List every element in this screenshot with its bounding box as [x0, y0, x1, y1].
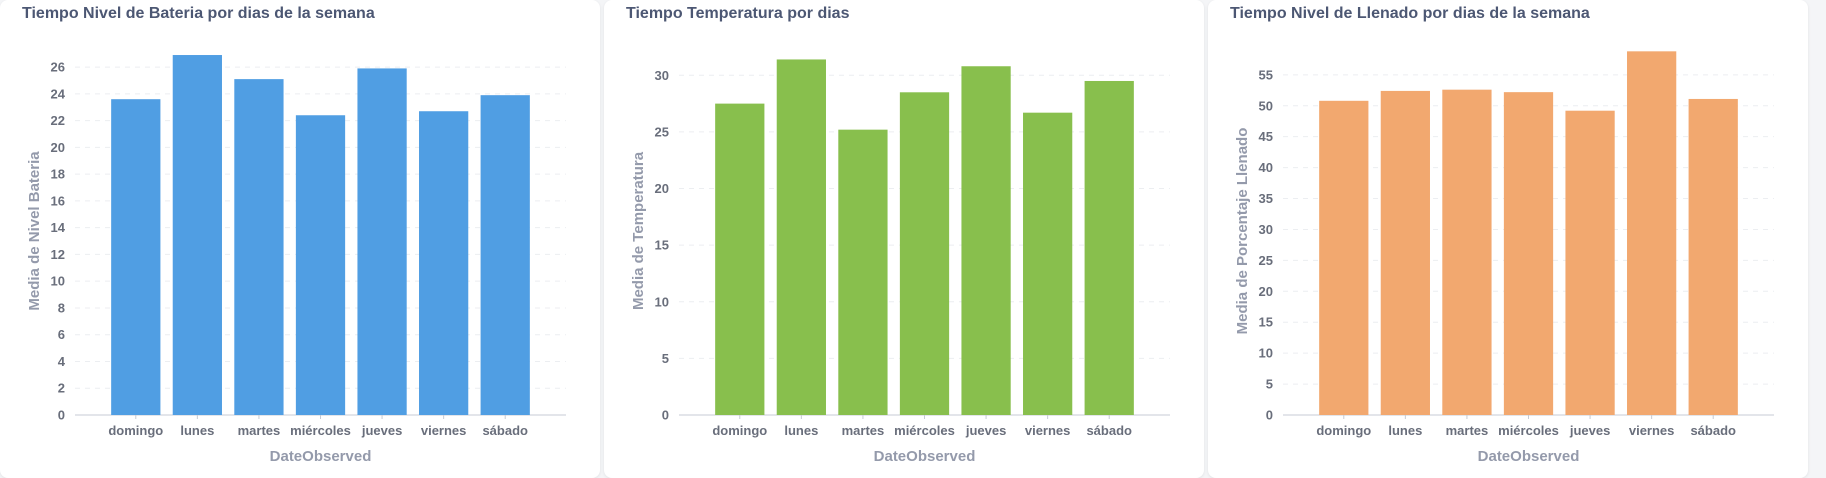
x-tick-label: domingo	[1316, 423, 1371, 438]
bar-jueves[interactable]	[1565, 110, 1615, 416]
x-tick-label: miércoles	[1498, 423, 1559, 438]
bar-viernes[interactable]	[419, 111, 469, 415]
y-tick-label: 10	[51, 274, 65, 289]
x-tick-label: martes	[238, 423, 281, 438]
bar-sábado[interactable]	[1084, 80, 1134, 415]
x-axis-title: DateObserved	[1478, 448, 1580, 465]
chart-title[interactable]: Tiempo Temperatura por dias	[626, 5, 850, 22]
bar-chart-llenado: 0 5 10 15 20 25 30 35 40 45 50 55 domingo lunes martes…	[1234, 51, 1774, 465]
y-tick-label: 10	[655, 294, 669, 309]
y-tick-label: 25	[1259, 253, 1273, 268]
bar-sábado[interactable]	[1688, 98, 1738, 415]
x-tick-label: miércoles	[894, 423, 955, 438]
x-tick-label: viernes	[1629, 423, 1675, 438]
bar-sábado[interactable]	[480, 95, 530, 415]
bar-martes[interactable]	[1442, 89, 1492, 415]
x-tick-label: martes	[1446, 423, 1489, 438]
bar-martes[interactable]	[234, 79, 284, 415]
y-tick-label: 55	[1259, 67, 1273, 82]
x-tick-label: lunes	[180, 423, 214, 438]
bar-jueves[interactable]	[357, 68, 407, 415]
x-axis-title: DateObserved	[874, 448, 976, 465]
chart-card-llenado[interactable]: Tiempo Nivel de Llenado por dias de la s…	[1208, 0, 1808, 478]
y-tick-label: 26	[51, 60, 65, 75]
x-tick-label: miércoles	[290, 423, 351, 438]
x-tick-label: jueves	[1569, 423, 1610, 438]
x-tick-label: sábado	[1086, 423, 1132, 438]
y-tick-label: 30	[1259, 222, 1273, 237]
x-tick-label: domingo	[108, 423, 163, 438]
x-tick-label: sábado	[482, 423, 528, 438]
x-tick-label: domingo	[712, 423, 767, 438]
y-tick-label: 8	[58, 300, 65, 315]
y-tick-label: 30	[655, 68, 669, 83]
y-axis-title: Media de Temperatura	[630, 151, 647, 310]
y-axis-title: Media de Nivel Bateria	[26, 151, 43, 311]
x-tick-label: lunes	[1388, 423, 1422, 438]
y-tick-label: 25	[655, 124, 669, 139]
bar-miércoles[interactable]	[1503, 92, 1554, 415]
y-tick-label: 50	[1259, 98, 1273, 113]
bar-chart-temperatura: 0 5 10 15 20 25 30 domingo lunes martes miércoles j…	[630, 59, 1170, 465]
y-tick-label: 5	[662, 351, 669, 366]
bar-lunes[interactable]	[172, 55, 222, 416]
bar-domingo[interactable]	[111, 99, 161, 416]
y-tick-label: 2	[58, 381, 65, 396]
y-tick-label: 0	[1266, 408, 1273, 423]
bar-martes[interactable]	[838, 129, 888, 416]
y-tick-label: 4	[58, 354, 66, 369]
y-tick-label: 12	[51, 247, 65, 262]
bar-jueves[interactable]	[961, 66, 1011, 415]
y-tick-label: 20	[1259, 284, 1273, 299]
y-tick-label: 35	[1259, 191, 1273, 206]
chart-title[interactable]: Tiempo Nivel de Llenado por dias de la s…	[1230, 5, 1590, 22]
y-tick-label: 18	[51, 167, 65, 182]
y-tick-label: 0	[662, 408, 669, 423]
bar-lunes[interactable]	[1380, 90, 1430, 416]
y-tick-label: 0	[58, 408, 65, 423]
bar-viernes[interactable]	[1627, 51, 1677, 416]
x-tick-label: jueves	[361, 423, 402, 438]
x-tick-label: lunes	[784, 423, 818, 438]
y-tick-label: 40	[1259, 160, 1273, 175]
x-tick-label: viernes	[1025, 423, 1071, 438]
bar-domingo[interactable]	[715, 103, 765, 415]
y-tick-label: 10	[1259, 346, 1273, 361]
y-tick-label: 16	[51, 193, 65, 208]
x-tick-label: viernes	[421, 423, 467, 438]
chart-title[interactable]: Tiempo Nivel de Bateria por dias de la s…	[22, 5, 375, 22]
y-tick-label: 15	[655, 238, 669, 253]
y-tick-label: 24	[51, 86, 66, 101]
bar-lunes[interactable]	[776, 59, 826, 415]
y-tick-label: 22	[51, 113, 65, 128]
y-tick-label: 45	[1259, 129, 1273, 144]
bar-miércoles[interactable]	[899, 92, 950, 416]
x-tick-label: martes	[842, 423, 885, 438]
y-tick-label: 5	[1266, 377, 1273, 392]
y-tick-label: 14	[51, 220, 66, 235]
y-tick-label: 6	[58, 327, 65, 342]
bar-miércoles[interactable]	[295, 115, 346, 415]
y-tick-label: 15	[1259, 315, 1273, 330]
x-tick-label: jueves	[965, 423, 1006, 438]
y-axis-title: Media de Porcentaje Llenado	[1234, 128, 1251, 335]
bar-domingo[interactable]	[1319, 100, 1369, 415]
chart-card-temperatura[interactable]: Tiempo Temperatura por dias 0 5 10 15 20 25 30…	[604, 0, 1204, 478]
x-axis-title: DateObserved	[270, 448, 372, 465]
bar-viernes[interactable]	[1023, 112, 1073, 416]
chart-card-bateria[interactable]: Tiempo Nivel de Bateria por dias de la s…	[0, 0, 600, 478]
x-tick-label: sábado	[1690, 423, 1736, 438]
y-tick-label: 20	[51, 140, 65, 155]
y-tick-label: 20	[655, 181, 669, 196]
